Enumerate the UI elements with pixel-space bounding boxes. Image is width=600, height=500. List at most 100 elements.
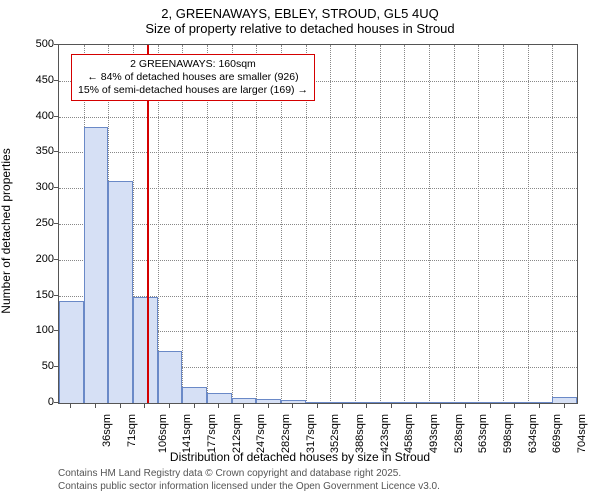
gridline-v [380,45,381,403]
x-tick-label: 634sqm [527,414,539,453]
gridline-h [59,152,577,153]
x-tick-label: 282sqm [280,414,292,453]
y-tick-label: 50 [14,360,54,372]
x-tick-label: 71sqm [126,414,138,447]
footer-line2: Contains public sector information licen… [58,481,440,494]
y-tick-mark [54,116,58,117]
y-tick-mark [54,330,58,331]
histogram-bar [182,387,207,403]
histogram-bar [256,399,281,403]
x-tick-mark [70,404,71,408]
gridline-h [59,117,577,118]
y-tick-mark [54,223,58,224]
y-tick-mark [54,44,58,45]
x-tick-label: 563sqm [477,414,489,453]
histogram-bar [158,351,183,403]
x-tick-label: 388sqm [354,414,366,453]
annotation-box: 2 GREENAWAYS: 160sqm← 84% of detached ho… [71,54,315,101]
x-tick-mark [194,404,195,408]
y-tick-mark [54,402,58,403]
x-tick-mark [243,404,244,408]
gridline-v [503,45,504,403]
plot-area: 2 GREENAWAYS: 160sqm← 84% of detached ho… [58,44,578,404]
histogram-bar [306,402,331,403]
gridline-v [330,45,331,403]
histogram-bar [84,127,109,403]
x-tick-label: 423sqm [379,414,391,453]
x-tick-mark [490,404,491,408]
annotation-line2: ← 84% of detached houses are smaller (92… [78,71,308,84]
y-tick-mark [54,80,58,81]
gridline-v [552,45,553,403]
x-tick-mark [169,404,170,408]
gridline-v [478,45,479,403]
x-tick-label: 141sqm [181,414,193,453]
y-tick-mark [54,187,58,188]
gridline-v [429,45,430,403]
x-tick-mark [218,404,219,408]
x-tick-mark [391,404,392,408]
x-tick-label: 598sqm [502,414,514,453]
footer-line1: Contains HM Land Registry data © Crown c… [58,468,440,481]
histogram-bar [133,297,158,403]
y-tick-label: 350 [14,145,54,157]
chart-title-line1: 2, GREENAWAYS, EBLEY, STROUD, GL5 4UQ [0,0,600,21]
x-tick-mark [120,404,121,408]
x-tick-mark [440,404,441,408]
x-tick-mark [465,404,466,408]
histogram-bar [429,402,454,403]
y-tick-label: 450 [14,74,54,86]
x-tick-mark [292,404,293,408]
x-tick-label: 493sqm [428,414,440,453]
x-tick-mark [514,404,515,408]
x-tick-label: 247sqm [255,414,267,453]
histogram-bar [552,397,577,403]
chart-title-line2: Size of property relative to detached ho… [0,21,600,40]
y-tick-mark [54,151,58,152]
histogram-bar [454,402,479,403]
histogram-bar [232,398,257,403]
histogram-bar [478,402,503,403]
x-tick-mark [95,404,96,408]
chart-container: 2, GREENAWAYS, EBLEY, STROUD, GL5 4UQ Si… [0,0,600,500]
x-tick-mark [539,404,540,408]
x-tick-label: 704sqm [576,414,588,453]
histogram-bar [108,181,133,403]
gridline-h [59,224,577,225]
annotation-line3: 15% of semi-detached houses are larger (… [78,84,308,97]
x-tick-mark [366,404,367,408]
x-tick-label: 106sqm [157,414,169,453]
annotation-line1: 2 GREENAWAYS: 160sqm [78,58,308,71]
gridline-v [355,45,356,403]
histogram-bar [380,402,405,403]
histogram-bar [528,402,553,403]
footer-attribution: Contains HM Land Registry data © Crown c… [58,468,440,493]
y-tick-mark [54,259,58,260]
histogram-bar [207,393,232,403]
x-tick-mark [342,404,343,408]
x-tick-mark [416,404,417,408]
histogram-bar [59,301,84,403]
histogram-bar [355,402,380,403]
gridline-v [454,45,455,403]
x-tick-label: 669sqm [551,414,563,453]
x-tick-label: 458sqm [403,414,415,453]
y-axis-label: Number of detached properties [0,148,13,313]
y-tick-label: 400 [14,110,54,122]
gridline-h [59,188,577,189]
histogram-bar [281,400,306,403]
x-tick-label: 212sqm [231,414,243,453]
y-tick-label: 200 [14,253,54,265]
x-tick-label: 36sqm [101,414,113,447]
x-tick-mark [268,404,269,408]
y-tick-label: 500 [14,38,54,50]
histogram-bar [503,402,528,403]
histogram-bar [330,402,355,403]
y-tick-label: 250 [14,217,54,229]
x-tick-label: 352sqm [329,414,341,453]
x-tick-label: 317sqm [305,414,317,453]
y-tick-mark [54,295,58,296]
histogram-bar [404,402,429,403]
y-tick-mark [54,366,58,367]
x-tick-mark [564,404,565,408]
